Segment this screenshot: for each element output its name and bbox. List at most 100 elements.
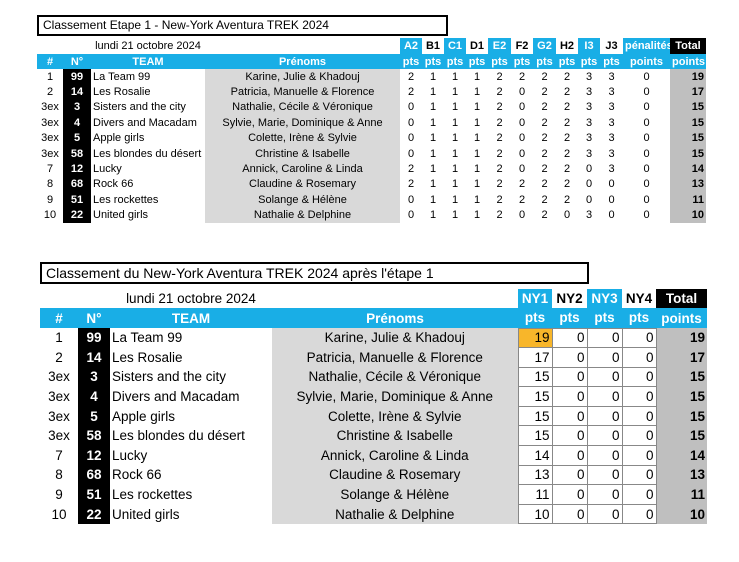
score: 1 xyxy=(473,163,481,176)
score: 2 xyxy=(563,132,571,145)
blank xyxy=(272,289,518,308)
blank xyxy=(40,289,78,308)
score: 2 xyxy=(541,147,548,160)
score: 0 xyxy=(621,366,657,388)
sub-header: pts xyxy=(444,54,466,69)
first-names: Nathalie, Cécile & Véronique xyxy=(205,99,400,116)
score: 1 xyxy=(451,163,459,176)
score: 1 xyxy=(429,147,437,160)
total: 14 xyxy=(656,445,707,466)
bib-number: 14 xyxy=(78,347,110,368)
total: 15 xyxy=(670,115,706,131)
score: 0 xyxy=(586,484,623,505)
sub-header: pts xyxy=(466,54,488,69)
score: 1 xyxy=(473,147,481,160)
first-names: Nathalie & Delphine xyxy=(205,207,400,223)
sub-header: pts xyxy=(578,54,600,69)
sub-header: pts xyxy=(622,308,656,328)
sub-header: Prénoms xyxy=(205,54,400,69)
score: 0 xyxy=(621,386,657,407)
team-row: 3ex 4 Divers and Macadam Sylvie, Marie, Dom… xyxy=(40,386,707,407)
score: 3 xyxy=(608,132,615,145)
score: 0 xyxy=(407,116,415,129)
score: 3 xyxy=(585,132,593,145)
score: 0 xyxy=(518,86,526,99)
score: 0 xyxy=(407,209,415,222)
score: 0 xyxy=(551,464,588,486)
score: 2 xyxy=(496,209,503,222)
column-header: I3 xyxy=(578,38,600,54)
score: 2 xyxy=(518,178,526,191)
score: 0 xyxy=(407,147,415,160)
score: 2 xyxy=(563,70,571,83)
team-name: Rock 66 xyxy=(112,467,162,483)
score: 0 xyxy=(643,193,650,206)
score: 1 xyxy=(473,101,481,114)
score: 0 xyxy=(621,425,657,447)
sub-header: points xyxy=(670,54,706,69)
column-header: B1 xyxy=(422,38,444,54)
team-name: Les Rosalie xyxy=(112,349,183,365)
bib-number: 3 xyxy=(63,99,91,116)
score: 0 xyxy=(643,178,650,191)
total: 15 xyxy=(670,99,706,116)
score: 1 xyxy=(451,209,459,222)
score: 0 xyxy=(585,178,593,191)
first-names: Claudine & Rosemary xyxy=(272,465,518,485)
score: 0 xyxy=(608,178,615,191)
score: 0 xyxy=(407,132,415,145)
rank: 3ex xyxy=(48,389,70,405)
score: 0 xyxy=(621,405,657,427)
score: 1 xyxy=(451,116,459,129)
column-header: NY3 xyxy=(587,289,622,308)
score: 0 xyxy=(518,147,526,160)
score: 13 xyxy=(517,464,553,486)
first-names: Nathalie & Delphine xyxy=(272,504,518,524)
score: 0 xyxy=(586,503,623,525)
score: 0 xyxy=(643,116,650,129)
score: 2 xyxy=(496,116,503,129)
total: 15 xyxy=(656,367,707,387)
score: 0 xyxy=(518,101,526,114)
score: 0 xyxy=(608,209,615,222)
score: 2 xyxy=(496,101,503,114)
score: 2 xyxy=(541,116,548,129)
rank: 9 xyxy=(55,487,63,503)
rank: 10 xyxy=(51,506,67,522)
column-header: C1 xyxy=(444,38,466,54)
score: 0 xyxy=(586,366,623,388)
column-header: Total xyxy=(656,289,707,308)
score: 0 xyxy=(518,116,526,129)
score: 1 xyxy=(451,132,459,145)
first-names: Christine & Isabelle xyxy=(272,425,518,446)
team-name: Rock 66 xyxy=(93,178,134,191)
score: 2 xyxy=(541,70,548,83)
score: 0 xyxy=(621,445,657,466)
sub-header: pts xyxy=(600,54,623,69)
team-name: Les rockettes xyxy=(112,487,193,503)
blank xyxy=(63,38,91,54)
team-row: 3ex 3 Sisters and the city Nathalie, Cécile… xyxy=(37,99,706,116)
sub-header: pts xyxy=(488,54,511,69)
rank: 3ex xyxy=(48,369,70,385)
score: 0 xyxy=(621,347,657,368)
score: 1 xyxy=(451,86,459,99)
score: 2 xyxy=(518,70,526,83)
score: 3 xyxy=(585,101,593,114)
total: 13 xyxy=(656,465,707,485)
team-row: 9 51 Les rockettes Solange & Hélène 11 0 0 0 11 xyxy=(40,484,707,505)
team-name: Les blondes du désert xyxy=(93,147,202,160)
sub-header: pts xyxy=(556,54,578,69)
first-names: Solange & Hélène xyxy=(205,192,400,208)
bib-number: 3 xyxy=(78,367,110,387)
rank: 8 xyxy=(55,467,63,483)
rank: 10 xyxy=(43,209,57,222)
rank: 3ex xyxy=(41,132,59,145)
bib-number: 51 xyxy=(78,484,110,505)
date: lundi 21 octobre 2024 xyxy=(95,40,201,52)
rank: 9 xyxy=(46,193,54,206)
total: 15 xyxy=(670,145,706,162)
score: 19 xyxy=(517,327,553,349)
score: 1 xyxy=(473,178,481,191)
